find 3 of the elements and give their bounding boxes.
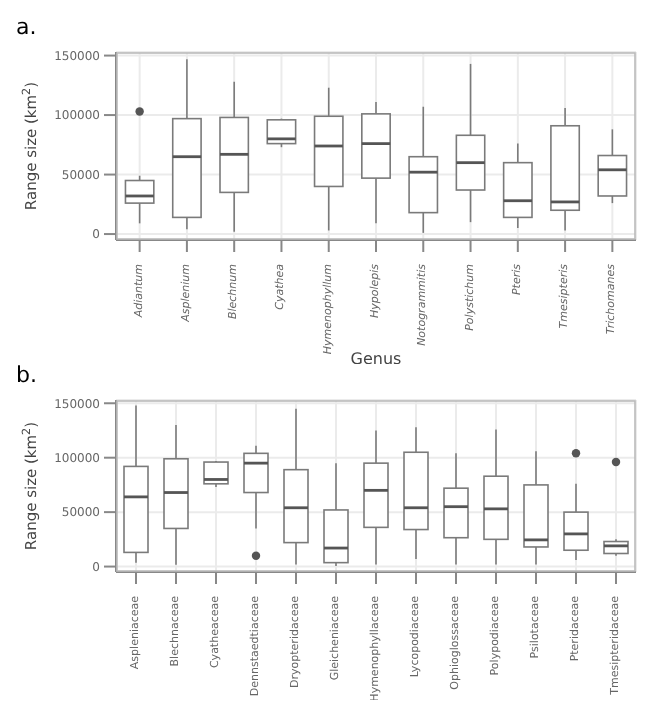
x-axis-title: Genus <box>350 350 402 368</box>
chart-title: a. <box>16 14 39 40</box>
chart-title: b. <box>16 362 37 388</box>
